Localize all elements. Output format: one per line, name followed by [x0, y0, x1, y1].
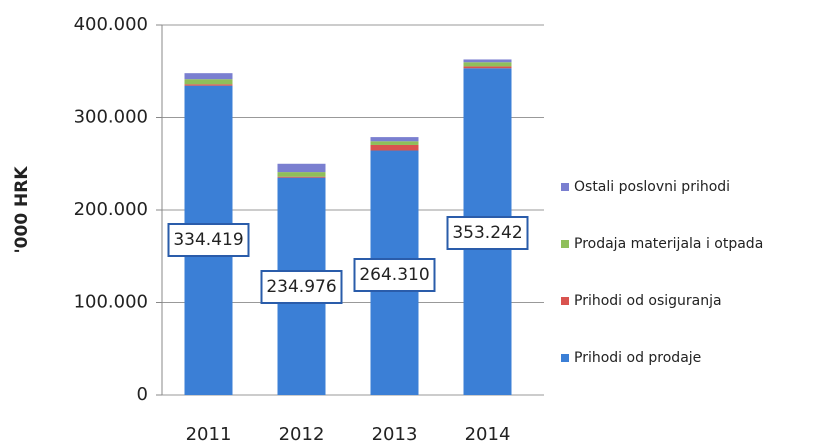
- bar-segment: [277, 176, 326, 178]
- bar-segment: [184, 73, 233, 80]
- x-tick-label: 2011: [186, 424, 232, 445]
- x-tick-label: 2013: [372, 424, 418, 445]
- data-label: 353.242: [452, 223, 522, 243]
- y-tick-label: 0: [137, 384, 148, 405]
- bar-segment: [370, 141, 419, 145]
- bar-segment: [463, 62, 512, 67]
- data-label-box: [260, 270, 343, 304]
- bar-segment: [277, 172, 326, 177]
- y-tick-label: 200.000: [74, 199, 148, 220]
- data-label-box: [167, 223, 250, 257]
- data-label-box: [353, 258, 436, 292]
- bar-segment: [184, 79, 233, 85]
- bar-segment: [370, 137, 419, 142]
- y-tick-label: 100.000: [74, 292, 148, 313]
- bar-segment: [184, 84, 233, 86]
- legend-label: Ostali poslovni prihodi: [574, 179, 730, 195]
- bar-segment: [277, 163, 326, 173]
- legend-label: Prihodi od prodaje: [574, 350, 701, 366]
- legend-swatch: [561, 354, 569, 362]
- y-axis-title: '000 HRK: [12, 166, 32, 254]
- legend-swatch: [561, 297, 569, 305]
- data-label: 264.310: [359, 265, 429, 285]
- bar-segment: [463, 59, 512, 63]
- y-tick-label: 300.000: [74, 107, 148, 128]
- y-tick-label: 400.000: [74, 14, 148, 35]
- legend-swatch: [561, 183, 569, 191]
- legend-label: Prihodi od osiguranja: [574, 293, 722, 309]
- legend-swatch: [561, 240, 569, 248]
- bar-segment: [463, 66, 512, 69]
- bar-segment: [370, 144, 419, 151]
- data-label: 234.976: [266, 277, 336, 297]
- legend-label: Prodaja materijala i otpada: [574, 236, 763, 252]
- x-tick-label: 2012: [279, 424, 325, 445]
- data-label: 334.419: [173, 230, 243, 250]
- x-tick-label: 2014: [465, 424, 511, 445]
- data-label-box: [446, 216, 529, 250]
